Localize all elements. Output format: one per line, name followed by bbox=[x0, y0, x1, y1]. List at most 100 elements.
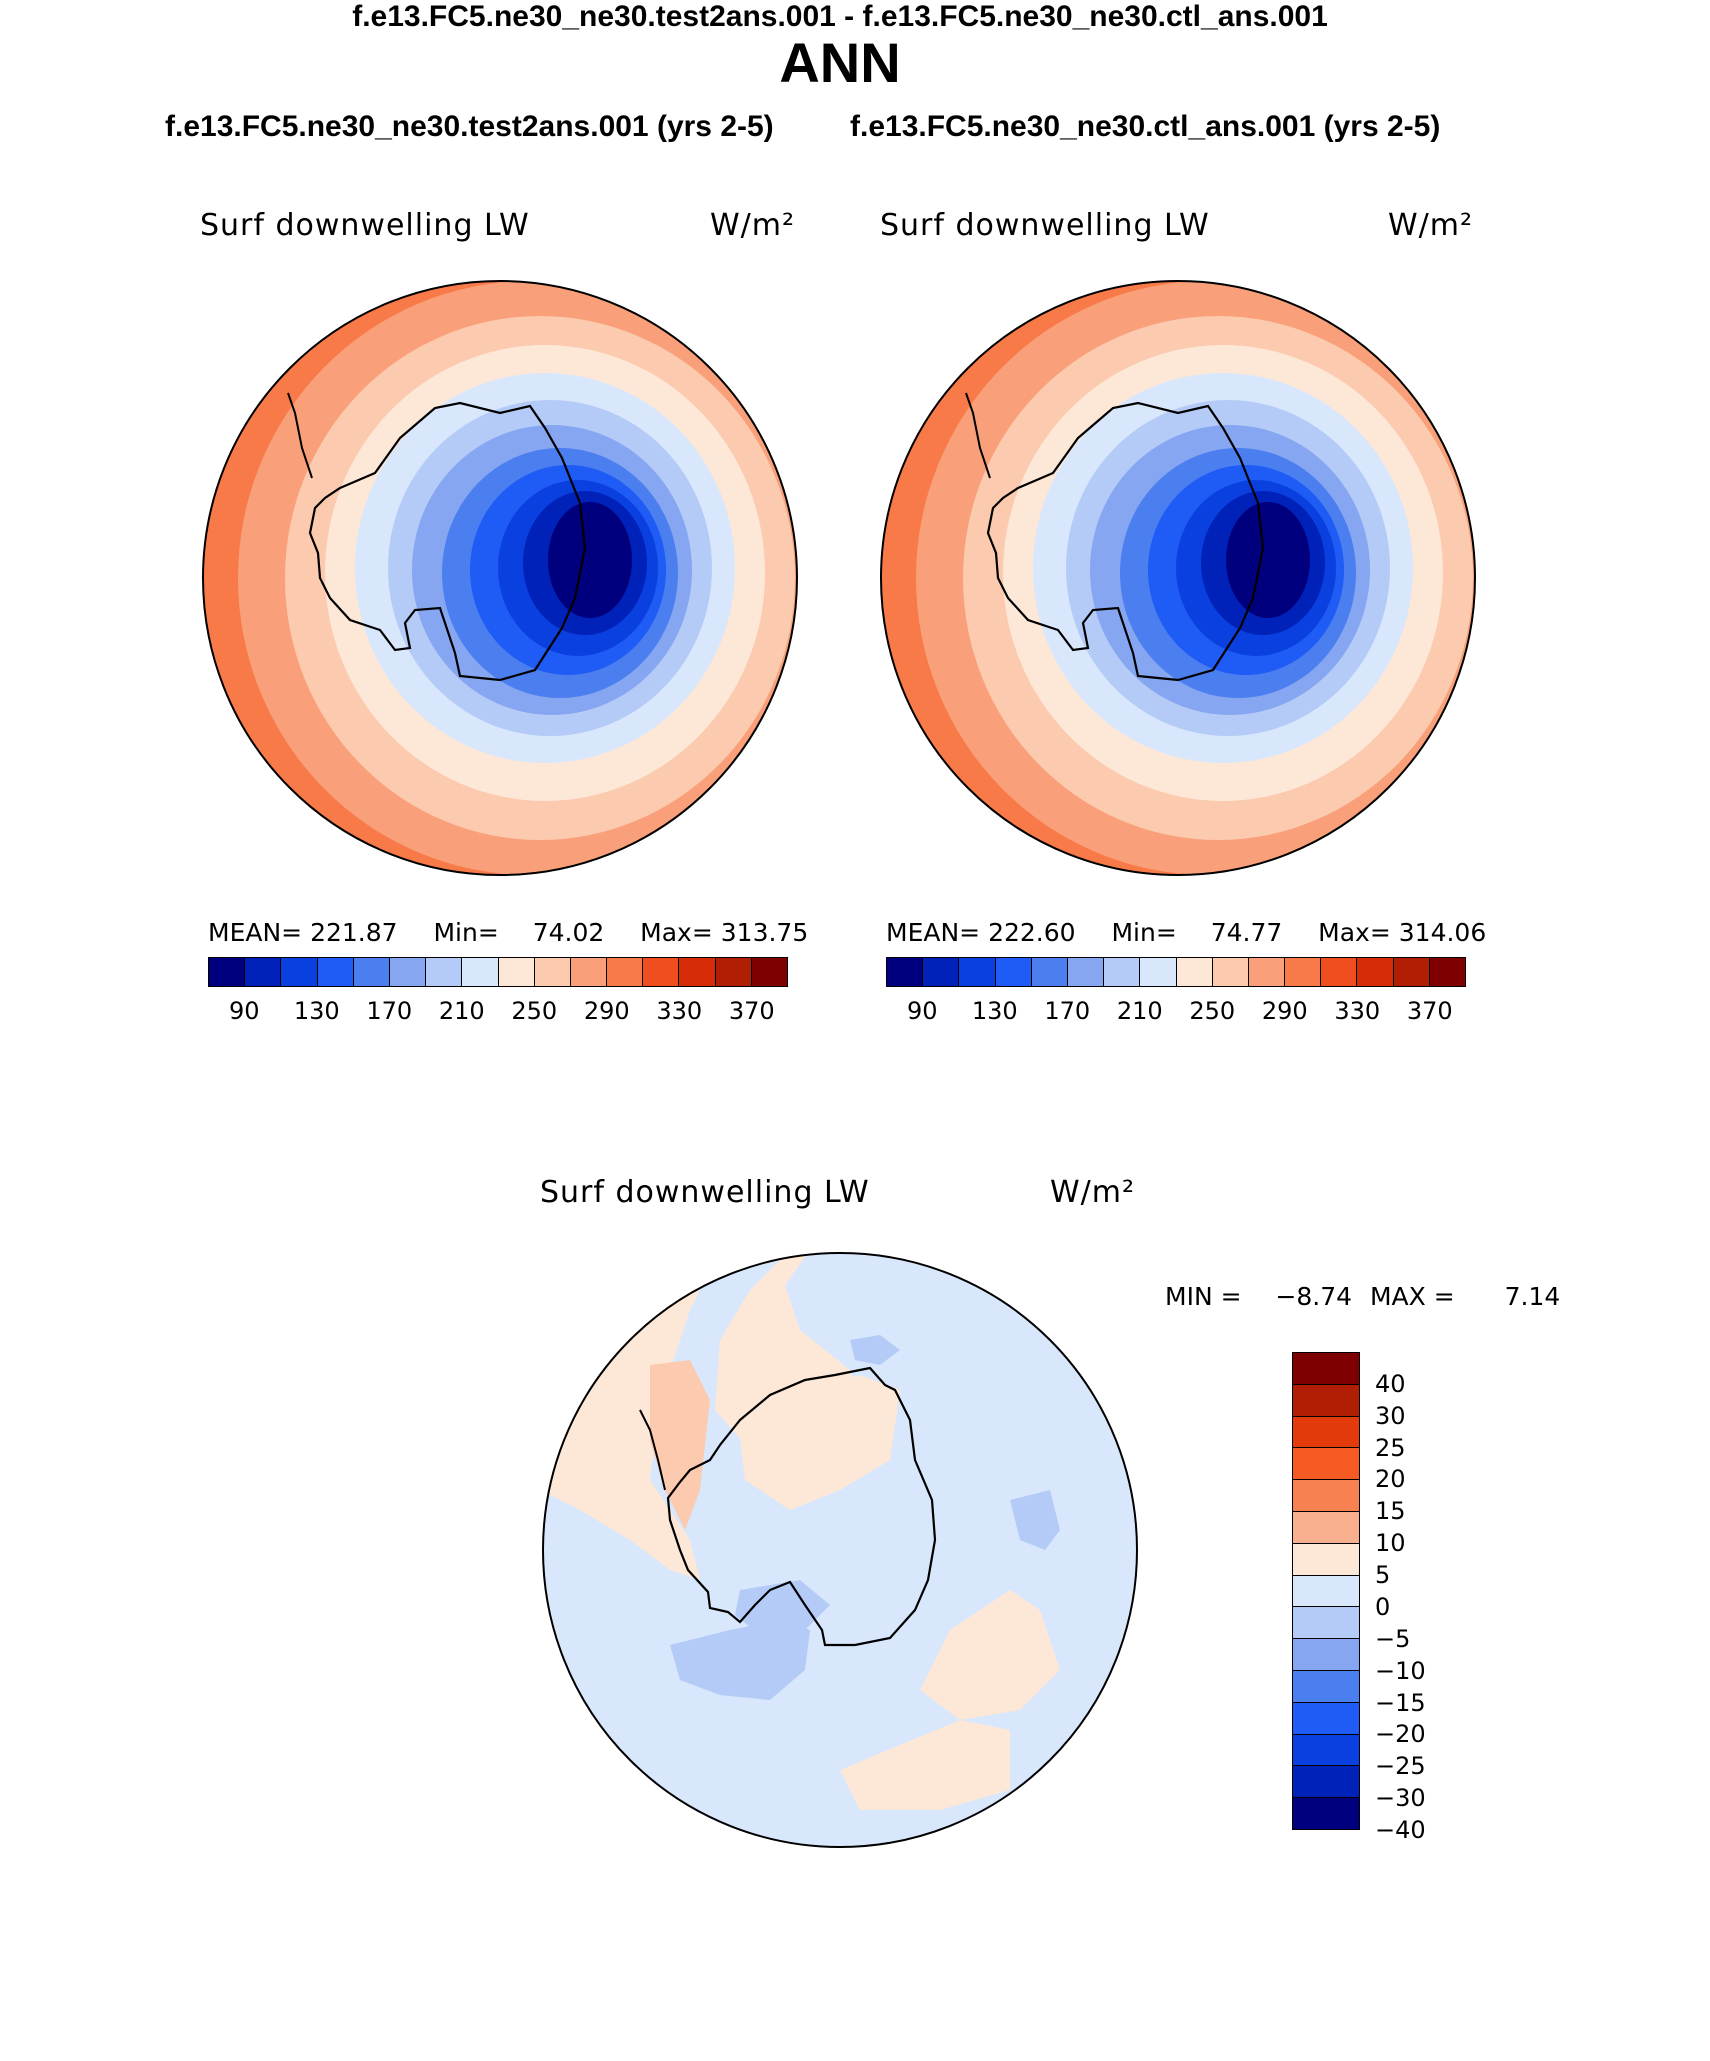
colorbar-tick-label: 330 bbox=[1334, 997, 1381, 1025]
colorbar-swatch bbox=[389, 958, 427, 986]
difference-stats: MIN = −8.74 MAX = 7.14 bbox=[1165, 1282, 1560, 1311]
colorbar-swatch bbox=[679, 958, 716, 986]
colorbar-swatch bbox=[1293, 1639, 1359, 1671]
colorbar-tick-label: 210 bbox=[438, 997, 485, 1025]
colorbar-tick-label: 0 bbox=[1375, 1592, 1391, 1621]
test-min-value: 74.02 bbox=[532, 918, 605, 947]
difference-max-value: 7.14 bbox=[1504, 1282, 1561, 1311]
colorbar-swatch bbox=[1293, 1543, 1359, 1576]
colorbar-tick-label: 250 bbox=[1189, 997, 1236, 1025]
colorbar-tick-label: 250 bbox=[511, 997, 558, 1025]
colorbar-swatch bbox=[1293, 1670, 1359, 1703]
colorbar-tick-label: −30 bbox=[1375, 1784, 1426, 1813]
colorbar-swatch bbox=[959, 958, 996, 986]
colorbar-swatch bbox=[498, 958, 535, 986]
antarctica-coastline bbox=[986, 401, 1265, 682]
colorbar-swatch bbox=[1031, 958, 1068, 986]
colorbar-swatch bbox=[1248, 958, 1286, 986]
control-max-label: Max= bbox=[1318, 918, 1391, 947]
control-min-label: Min= bbox=[1111, 918, 1177, 947]
colorbar-swatch bbox=[1293, 1416, 1359, 1449]
colorbar-swatch bbox=[1285, 958, 1322, 986]
test-colorbar bbox=[208, 957, 788, 987]
colorbar-tick-label: 170 bbox=[366, 997, 413, 1025]
colorbar-swatch bbox=[715, 958, 752, 986]
colorbar-tick-label: 25 bbox=[1375, 1433, 1406, 1462]
difference-min-value: −8.74 bbox=[1275, 1282, 1353, 1311]
test-max-label: Max= bbox=[640, 918, 713, 947]
control-stats: MEAN= 222.60 Min= 74.77 Max= 314.06 bbox=[886, 918, 1486, 947]
colorbar-tick-label: 290 bbox=[583, 997, 630, 1025]
test-polar-map bbox=[202, 280, 798, 876]
colorbar-tick-label: 370 bbox=[1406, 997, 1453, 1025]
colorbar-swatch bbox=[1140, 958, 1177, 986]
test-mean-label: MEAN= bbox=[208, 918, 303, 947]
test-mean-value: 221.87 bbox=[310, 918, 398, 947]
colorbar-swatch bbox=[1293, 1480, 1359, 1512]
colorbar-tick-label: 170 bbox=[1044, 997, 1091, 1025]
colorbar-tick-label: 10 bbox=[1375, 1529, 1406, 1558]
difference-title: f.e13.FC5.ne30_ne30.test2ans.001 - f.e13… bbox=[352, 0, 1328, 33]
colorbar-swatch bbox=[1393, 958, 1430, 986]
difference-min-label: MIN = bbox=[1165, 1282, 1242, 1311]
colorbar-tick-label: 130 bbox=[971, 997, 1018, 1025]
colorbar-tick-label: 130 bbox=[293, 997, 340, 1025]
colorbar-swatch bbox=[462, 958, 499, 986]
colorbar-tick-label: −5 bbox=[1375, 1624, 1411, 1653]
colorbar-tick-label: 370 bbox=[728, 997, 775, 1025]
control-max-value: 314.06 bbox=[1398, 918, 1487, 947]
control-colorbar bbox=[886, 957, 1466, 987]
colorbar-swatch bbox=[643, 958, 680, 986]
colorbar-tick-label: 20 bbox=[1375, 1465, 1406, 1494]
colorbar-tick-label: 90 bbox=[906, 997, 938, 1025]
colorbar-swatch bbox=[426, 958, 463, 986]
colorbar-swatch bbox=[570, 958, 608, 986]
figure-title: ANN bbox=[779, 31, 901, 94]
colorbar-swatch bbox=[1104, 958, 1141, 986]
colorbar-swatch bbox=[534, 958, 571, 986]
control-mean-value: 222.60 bbox=[988, 918, 1076, 947]
control-variable-label: Surf downwelling LW bbox=[880, 208, 1210, 243]
test-units-label: W/m² bbox=[710, 208, 796, 243]
colorbar-swatch bbox=[317, 958, 354, 986]
colorbar-swatch bbox=[1293, 1353, 1359, 1385]
colorbar-tick-label: 290 bbox=[1261, 997, 1308, 1025]
colorbar-swatch bbox=[1293, 1384, 1359, 1417]
difference-polar-map bbox=[542, 1252, 1138, 1848]
colorbar-swatch bbox=[1293, 1734, 1359, 1767]
colorbar-tick-label: 330 bbox=[656, 997, 703, 1025]
colorbar-swatch bbox=[1212, 958, 1249, 986]
colorbar-swatch bbox=[1293, 1798, 1359, 1829]
colorbar-tick-label: −15 bbox=[1375, 1688, 1426, 1717]
test-variable-label: Surf downwelling LW bbox=[200, 208, 530, 243]
colorbar-swatch bbox=[1176, 958, 1213, 986]
colorbar-swatch bbox=[1321, 958, 1358, 986]
colorbar-swatch bbox=[209, 958, 246, 986]
colorbar-tick-label: −10 bbox=[1375, 1656, 1426, 1685]
difference-max-label: MAX = bbox=[1369, 1282, 1455, 1311]
colorbar-swatch bbox=[281, 958, 318, 986]
test-min-label: Min= bbox=[433, 918, 499, 947]
colorbar-swatch bbox=[245, 958, 282, 986]
colorbar-swatch bbox=[1293, 1575, 1359, 1608]
control-case-title: f.e13.FC5.ne30_ne30.ctl_ans.001 (yrs 2-5… bbox=[850, 110, 1441, 143]
test-case-title: f.e13.FC5.ne30_ne30.test2ans.001 (yrs 2-… bbox=[165, 110, 774, 143]
colorbar-swatch bbox=[1067, 958, 1105, 986]
colorbar-swatch bbox=[607, 958, 644, 986]
antarctica-coastline bbox=[308, 401, 587, 682]
colorbar-tick-label: 30 bbox=[1375, 1401, 1406, 1430]
colorbar-swatch bbox=[1293, 1511, 1359, 1544]
colorbar-swatch bbox=[1429, 958, 1465, 986]
control-polar-map bbox=[880, 280, 1476, 876]
colorbar-tick-label: −25 bbox=[1375, 1752, 1426, 1781]
test-max-value: 313.75 bbox=[720, 918, 809, 947]
colorbar-swatch bbox=[353, 958, 390, 986]
colorbar-tick-label: 15 bbox=[1375, 1497, 1406, 1526]
colorbar-swatch bbox=[1293, 1766, 1359, 1799]
difference-units-label: W/m² bbox=[1050, 1175, 1136, 1210]
difference-variable-label: Surf downwelling LW bbox=[540, 1175, 870, 1210]
colorbar-tick-label: −20 bbox=[1375, 1720, 1426, 1749]
control-min-value: 74.77 bbox=[1210, 918, 1283, 947]
colorbar-swatch bbox=[1293, 1702, 1359, 1735]
colorbar-swatch bbox=[887, 958, 924, 986]
